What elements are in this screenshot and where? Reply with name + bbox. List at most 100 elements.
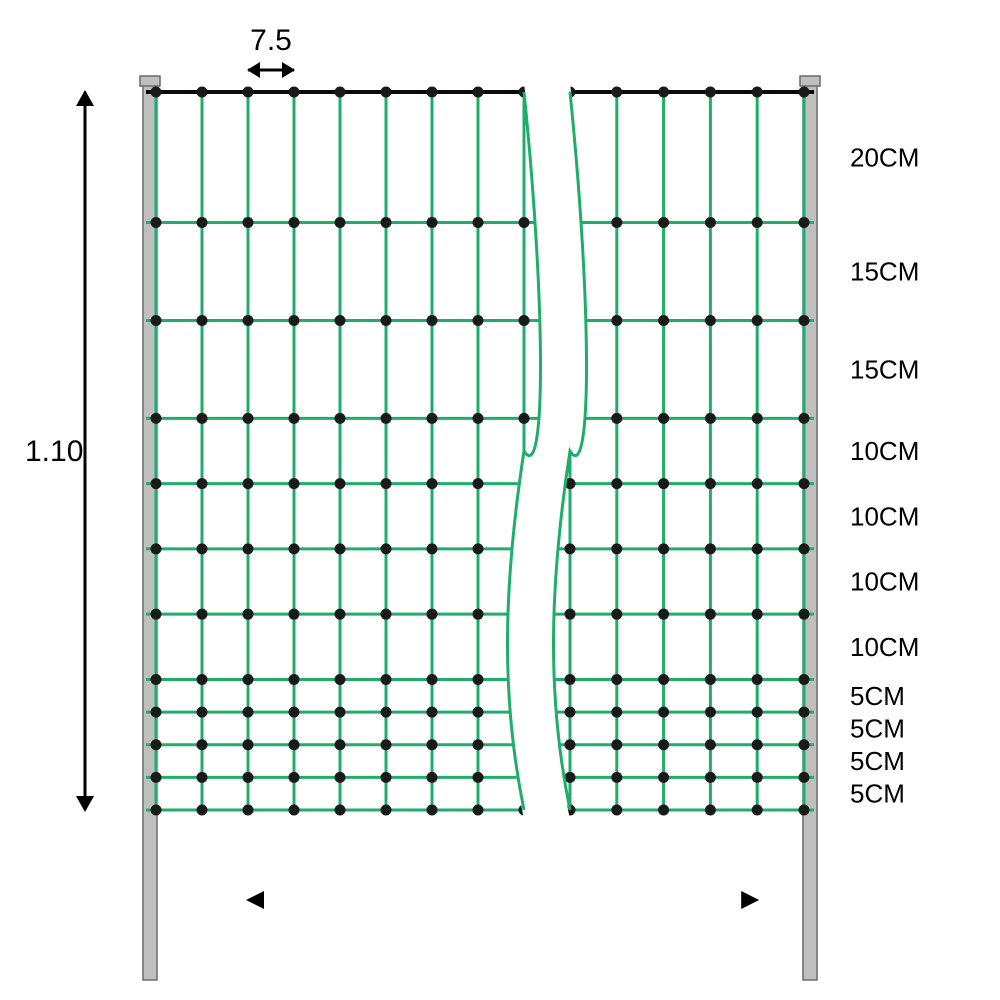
row-spacing-label: 5CM	[850, 681, 905, 711]
net-node	[197, 413, 208, 424]
net-panel	[530, 87, 844, 816]
net-node	[565, 413, 576, 424]
net-node	[151, 805, 162, 816]
net-node	[473, 739, 484, 750]
net-node	[752, 87, 763, 98]
net-node	[289, 217, 300, 228]
net-node	[243, 315, 254, 326]
net-node	[519, 707, 530, 718]
arrowhead	[76, 90, 94, 106]
net-node	[611, 707, 622, 718]
net-node	[243, 772, 254, 783]
net-node	[381, 739, 392, 750]
net-node	[427, 217, 438, 228]
net-node	[473, 674, 484, 685]
net-node	[473, 217, 484, 228]
net-node	[243, 674, 254, 685]
net-node	[151, 739, 162, 750]
net-node	[381, 543, 392, 554]
net-node	[197, 217, 208, 228]
net-node	[611, 772, 622, 783]
row-spacing-label: 5CM	[850, 779, 905, 809]
net-node	[658, 805, 669, 816]
net-node	[151, 772, 162, 783]
net-node	[705, 478, 716, 489]
net-node	[799, 478, 810, 489]
net-node	[289, 772, 300, 783]
net-node	[473, 707, 484, 718]
row-spacing-label: 5CM	[850, 746, 905, 776]
net-node	[799, 772, 810, 783]
net-node	[799, 217, 810, 228]
net-node	[289, 707, 300, 718]
net-node	[151, 609, 162, 620]
net-node	[473, 315, 484, 326]
net-node	[611, 87, 622, 98]
net-node	[197, 739, 208, 750]
net-node	[427, 315, 438, 326]
net-node	[427, 87, 438, 98]
net-node	[658, 87, 669, 98]
net-node	[151, 674, 162, 685]
net-node	[335, 805, 346, 816]
net-node	[243, 217, 254, 228]
arrowhead	[76, 796, 94, 812]
net-node	[289, 674, 300, 685]
net-node	[289, 805, 300, 816]
net-node	[473, 543, 484, 554]
net-node	[658, 674, 669, 685]
net-node	[752, 543, 763, 554]
net-node	[519, 609, 530, 620]
net-node	[473, 478, 484, 489]
net-node	[799, 805, 810, 816]
net-node	[197, 315, 208, 326]
net-node	[658, 772, 669, 783]
net-node	[611, 739, 622, 750]
net-node	[151, 543, 162, 554]
row-spacing-label: 10CM	[850, 501, 919, 531]
net-node	[705, 315, 716, 326]
row-spacing-label: 15CM	[850, 354, 919, 384]
net-node	[243, 478, 254, 489]
net-node	[335, 87, 346, 98]
net-node	[658, 478, 669, 489]
net-node	[752, 772, 763, 783]
net-node	[705, 87, 716, 98]
row-spacing-label: 10CM	[850, 632, 919, 662]
net-node	[519, 739, 530, 750]
net-node	[243, 609, 254, 620]
net-node	[799, 87, 810, 98]
net-node	[289, 739, 300, 750]
arrowhead	[247, 62, 260, 78]
net-node	[658, 217, 669, 228]
net-node	[658, 315, 669, 326]
net-node	[243, 87, 254, 98]
net-node	[197, 707, 208, 718]
net-node	[381, 609, 392, 620]
net-node	[197, 805, 208, 816]
net-node	[151, 413, 162, 424]
net-node	[611, 217, 622, 228]
net-node	[565, 739, 576, 750]
net-node	[473, 609, 484, 620]
net-node	[705, 707, 716, 718]
net-node	[427, 739, 438, 750]
net-node	[473, 805, 484, 816]
net-node	[705, 609, 716, 620]
net-node	[289, 543, 300, 554]
net-node	[151, 87, 162, 98]
net-node	[335, 609, 346, 620]
net-node	[427, 805, 438, 816]
net-node	[611, 609, 622, 620]
net-node	[381, 772, 392, 783]
height-label: 1.10	[25, 435, 83, 468]
net-node	[243, 805, 254, 816]
net-node	[519, 413, 530, 424]
net-node	[243, 707, 254, 718]
net-node	[705, 217, 716, 228]
bottom-arrow-left	[246, 891, 264, 909]
net-node	[335, 772, 346, 783]
row-spacing-label: 15CM	[850, 257, 919, 287]
net-node	[752, 217, 763, 228]
net-node	[705, 674, 716, 685]
